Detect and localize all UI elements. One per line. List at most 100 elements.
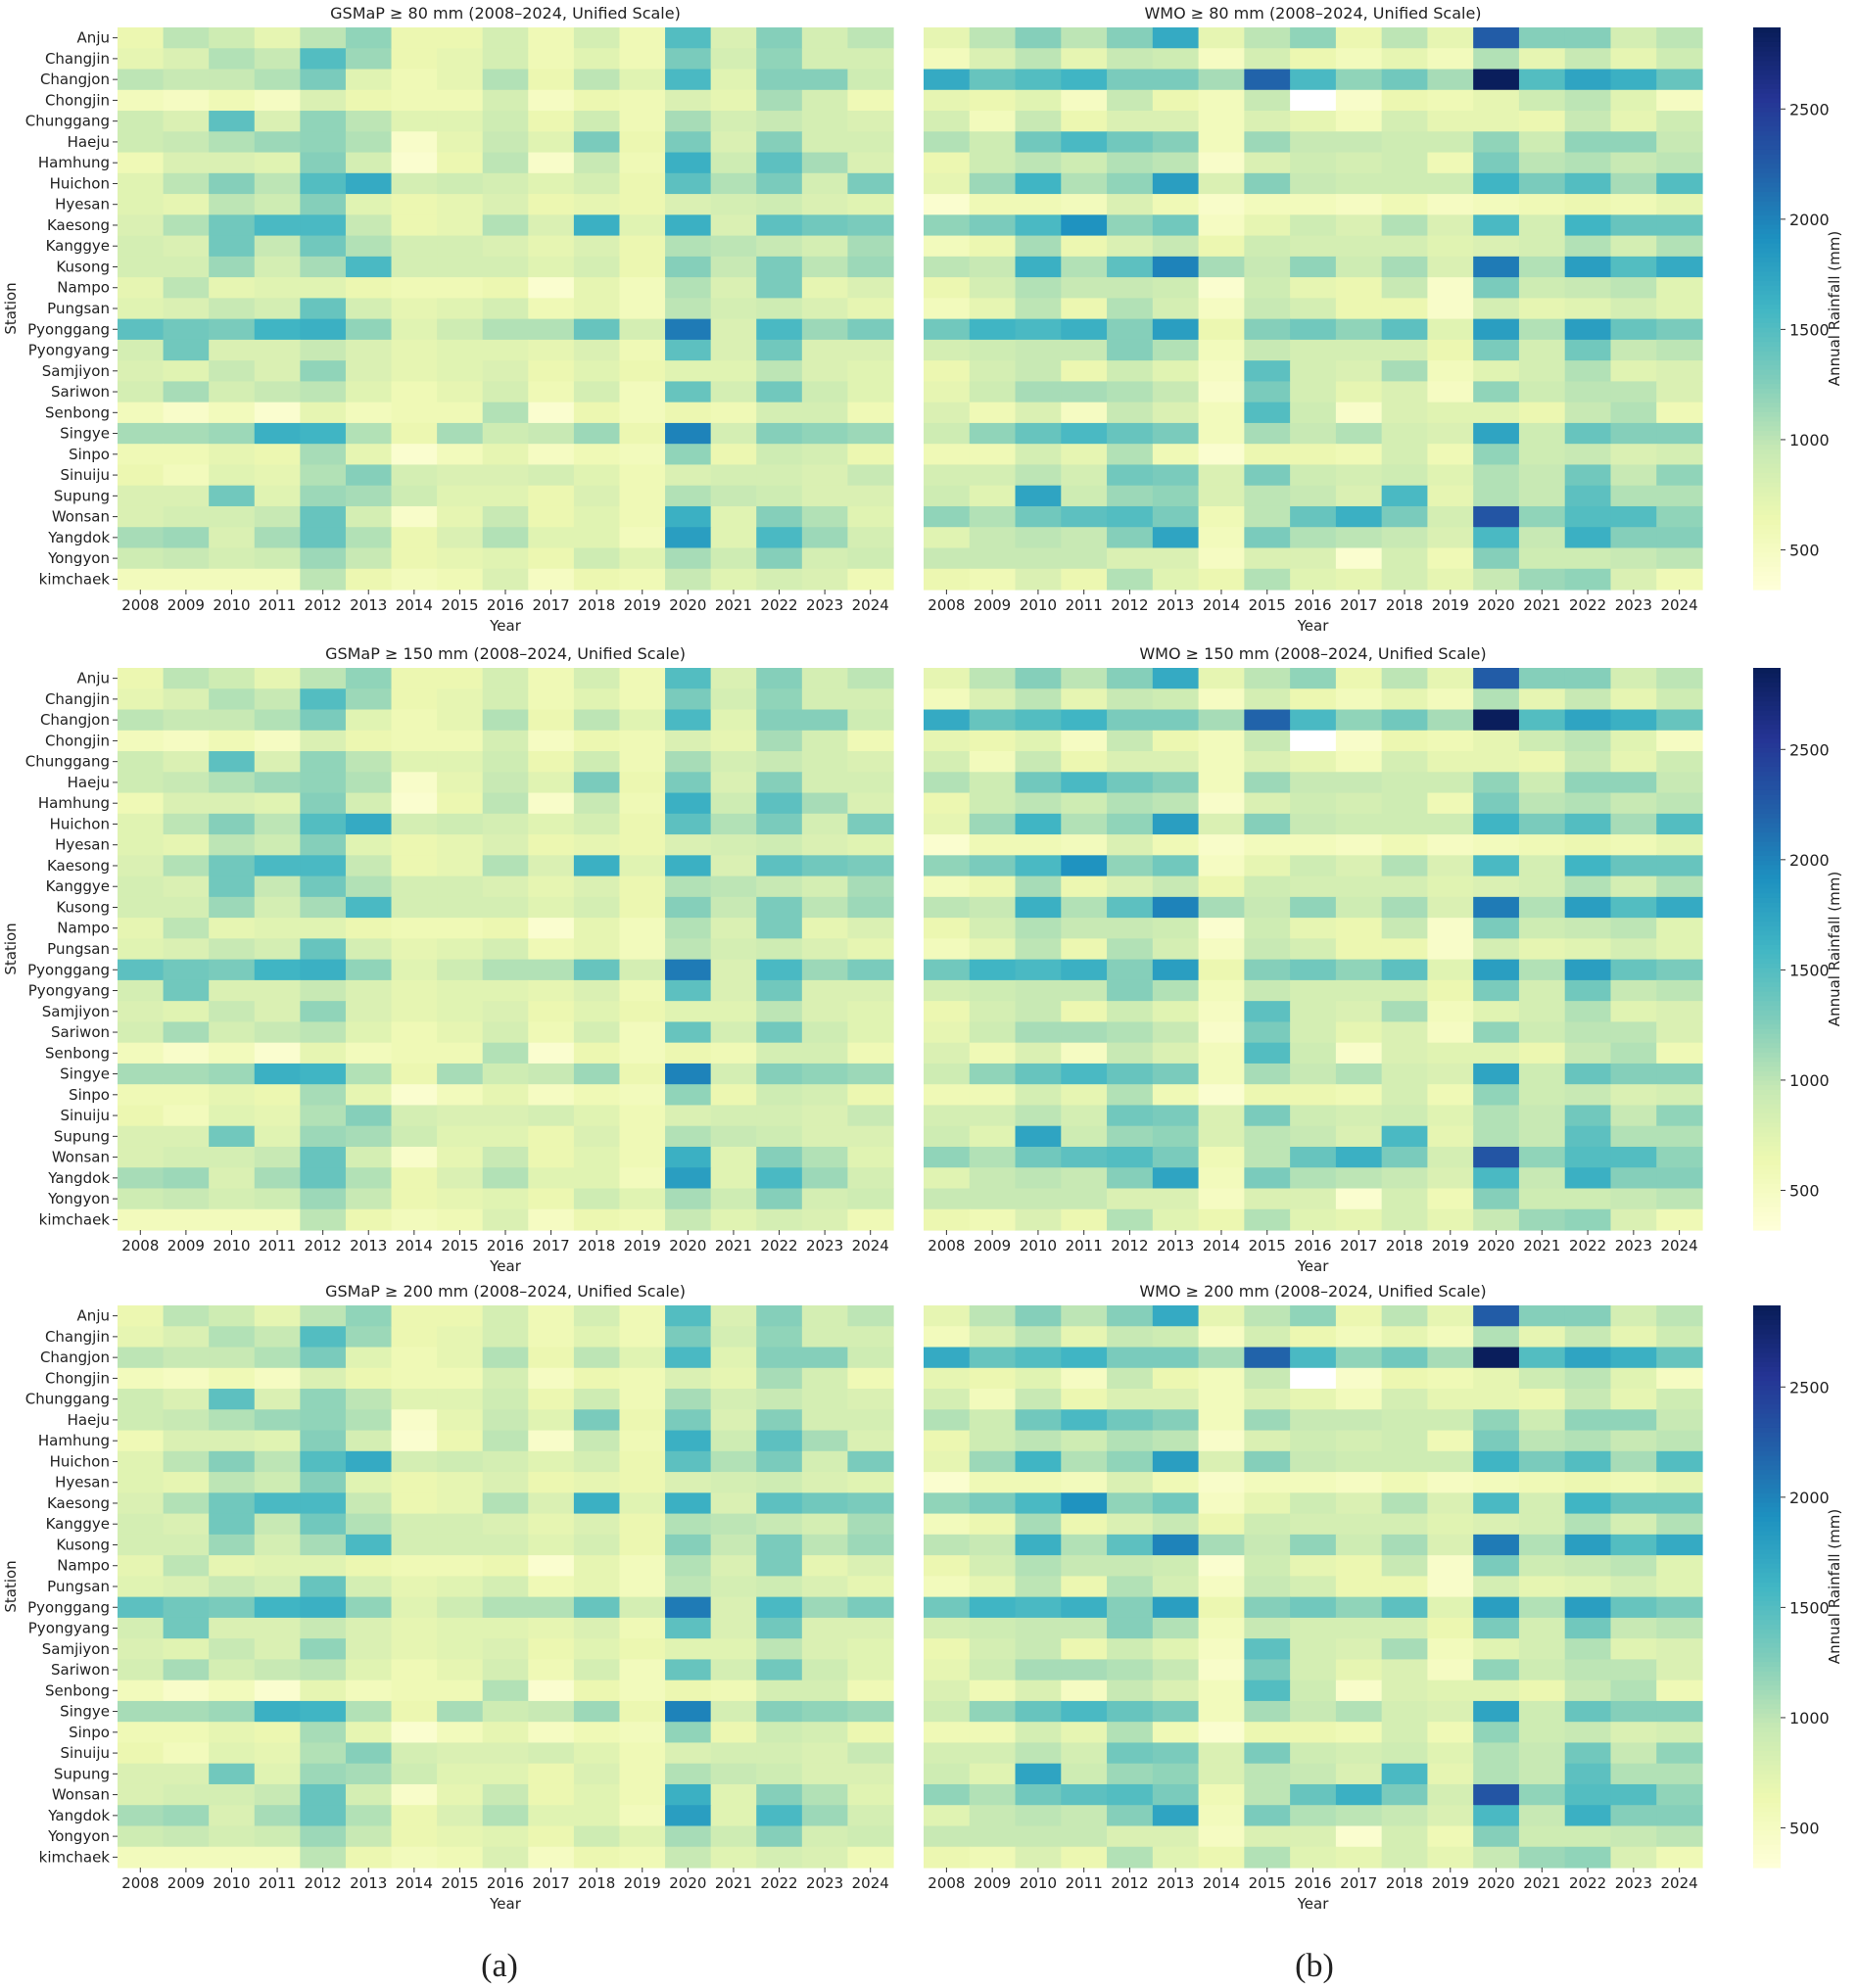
heatmap-cell <box>1015 1347 1062 1369</box>
heatmap-cell <box>528 1021 575 1044</box>
heatmap-cell <box>1610 1347 1657 1369</box>
colorbar-segment <box>1753 831 1781 837</box>
colorbar-segment <box>1753 1197 1781 1203</box>
heatmap-cell <box>254 89 301 112</box>
heatmap-cell <box>801 938 849 961</box>
colorbar-segment <box>1753 1764 1781 1771</box>
heatmap-cell <box>1335 1084 1383 1107</box>
heatmap-cell <box>345 235 393 258</box>
heatmap-cell <box>1015 772 1062 794</box>
heatmap-cell <box>1656 381 1703 403</box>
heatmap-cell <box>665 1389 712 1410</box>
heatmap-cell <box>391 48 438 71</box>
heatmap-cell <box>1335 1555 1383 1577</box>
heatmap-cell <box>1061 1534 1108 1556</box>
heatmap-cell <box>300 772 347 794</box>
heatmap-cell <box>924 339 971 361</box>
colorbar-segment <box>1753 1225 1781 1231</box>
heatmap-cell <box>1381 688 1429 711</box>
heatmap-cell <box>254 709 301 732</box>
heatmap-cell <box>1290 152 1337 174</box>
heatmap-cell <box>1152 855 1200 877</box>
colorbar-segment <box>1753 911 1781 918</box>
heatmap-cell <box>969 730 1017 752</box>
heatmap-cell <box>1244 730 1291 752</box>
heatmap-cell <box>300 339 347 361</box>
y-tick-label: Sinuiju <box>60 1744 110 1762</box>
heatmap-cell <box>756 48 803 71</box>
heatmap-cell <box>1473 1125 1520 1148</box>
x-tick-label: 2018 <box>1386 1237 1423 1254</box>
heatmap-cell <box>1335 1188 1383 1210</box>
heatmap-cell <box>528 1347 575 1369</box>
heatmap-cell <box>528 152 575 174</box>
heatmap-cell <box>756 1001 803 1023</box>
heatmap-cell <box>482 111 529 132</box>
heatmap-cell <box>1198 1596 1245 1619</box>
x-tick-label: 2018 <box>578 596 615 614</box>
heatmap-cell <box>482 339 529 361</box>
heatmap-cell <box>1427 1700 1474 1723</box>
heatmap-cell <box>619 152 666 174</box>
heatmap-cell <box>345 1146 393 1168</box>
heatmap-cell <box>1244 918 1291 939</box>
heatmap-cell <box>619 1347 666 1369</box>
heatmap-cell <box>1244 27 1291 49</box>
heatmap-cell <box>665 172 712 195</box>
heatmap-cell <box>437 959 484 981</box>
heatmap-cell <box>1610 89 1657 112</box>
heatmap-cell <box>1152 505 1200 528</box>
heatmap-cell <box>345 751 393 773</box>
heatmap-cell <box>1290 1208 1337 1231</box>
y-tick-label: Chunggang <box>25 753 110 771</box>
heatmap-cell <box>1015 27 1062 49</box>
heatmap-cell <box>1610 1450 1657 1473</box>
heatmap-cell <box>969 938 1017 961</box>
heatmap-cell <box>573 89 621 112</box>
heatmap-cell <box>573 1472 621 1493</box>
x-tick-label: 2016 <box>1294 1874 1331 1892</box>
heatmap-cell <box>300 1846 347 1869</box>
heatmap-cell <box>391 1555 438 1577</box>
heatmap-cell <box>482 1763 529 1785</box>
heatmap-cell <box>1518 194 1566 215</box>
heatmap-cell <box>619 979 666 1002</box>
heatmap-cell <box>118 1450 165 1473</box>
heatmap-cell <box>801 896 849 919</box>
heatmap-cell <box>1656 938 1703 961</box>
heatmap-cell <box>209 1042 256 1065</box>
heatmap-cell <box>1518 876 1566 898</box>
heatmap-cell <box>1656 979 1703 1002</box>
colorbar-segment <box>1753 181 1781 188</box>
heatmap-cell <box>801 339 849 361</box>
heatmap-cell <box>163 1617 210 1639</box>
heatmap-cell <box>163 709 210 732</box>
heatmap-cell <box>345 918 393 939</box>
heatmap-cell <box>924 422 971 445</box>
colorbar-segment <box>1753 1647 1781 1653</box>
heatmap-cell <box>1610 1146 1657 1168</box>
heatmap-cell <box>391 834 438 856</box>
heatmap-cell <box>1198 1472 1245 1493</box>
heatmap-cell <box>209 48 256 71</box>
heatmap-cell <box>665 1105 712 1127</box>
heatmap-cell <box>1381 131 1429 154</box>
heatmap-cell <box>1152 48 1200 71</box>
heatmap-cell <box>482 256 529 278</box>
heatmap-cell <box>163 1534 210 1556</box>
heatmap-cell <box>1473 918 1520 939</box>
heatmap-cell <box>665 1492 712 1515</box>
heatmap-cell <box>163 1367 210 1390</box>
heatmap-cell <box>924 235 971 258</box>
heatmap-cell <box>345 834 393 856</box>
heatmap-cell <box>437 1617 484 1639</box>
heatmap-cell <box>619 235 666 258</box>
heatmap-cell <box>482 1021 529 1044</box>
heatmap-cell <box>573 1146 621 1168</box>
heatmap-cell <box>710 1492 757 1515</box>
heatmap-cell <box>528 1367 575 1390</box>
heatmap-cell <box>254 381 301 403</box>
heatmap-cell <box>1244 89 1291 112</box>
heatmap-cell <box>1198 1208 1245 1231</box>
